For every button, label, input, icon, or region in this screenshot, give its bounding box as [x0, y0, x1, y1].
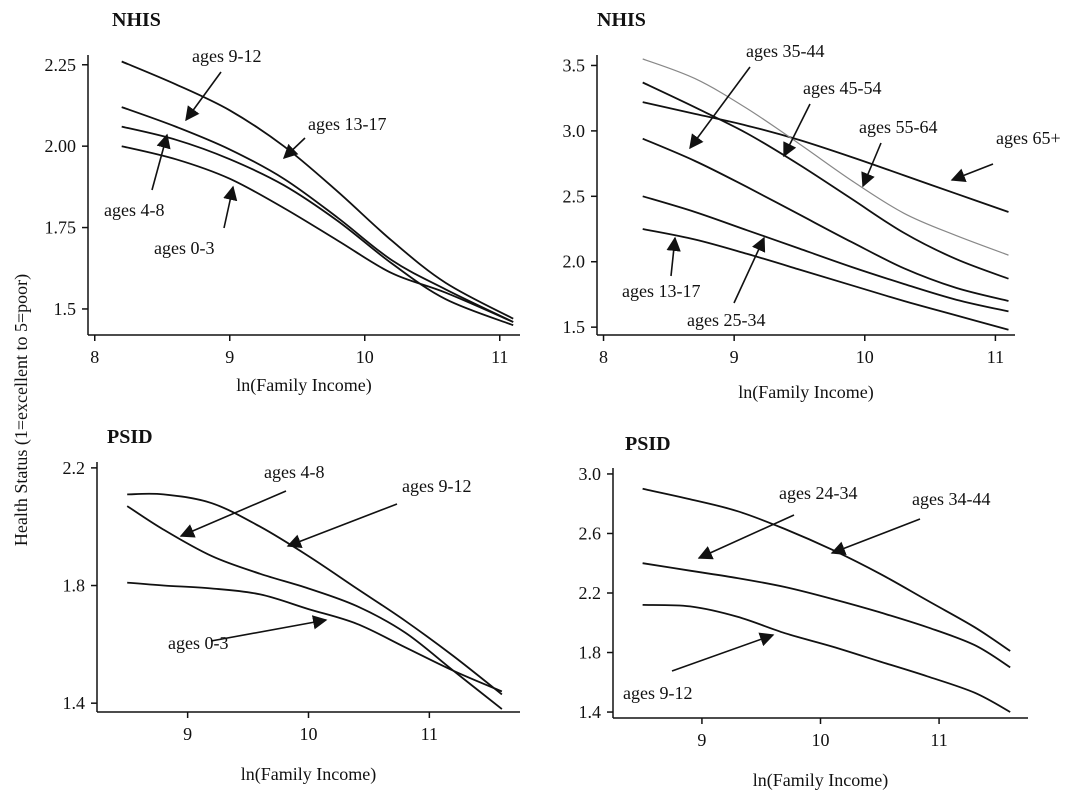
x-axis-label: ln(Family Income) — [241, 764, 376, 785]
series-line-ages-13-17 — [121, 60, 514, 320]
y-tick-label: 2.5 — [563, 186, 586, 206]
chart-panel-2: NHIS 1.5 2.0 2.5 3.0 3.5 8 9 10 11 ln(Family Incom… — [563, 9, 1061, 403]
annotation-arrow — [950, 163, 994, 182]
panel-title: NHIS — [112, 9, 161, 31]
series-line-ages-13-17 — [642, 228, 1009, 331]
y-tick-label: 2.00 — [45, 136, 77, 156]
annotation-arrow — [282, 137, 306, 159]
annotation-label: ages 55-64 — [859, 117, 937, 137]
y-tick-label: 1.8 — [63, 576, 86, 596]
annotation-label: ages 4-8 — [264, 462, 324, 482]
x-tick-label: 10 — [812, 730, 830, 750]
series-line-ages-9-12 — [127, 492, 503, 696]
chart-panel-4: PSID 1.4 1.8 2.2 2.6 3.0 9 10 11 ln(Family Income… — [579, 433, 1028, 791]
series-line-ages-25-34 — [642, 195, 1009, 313]
panel-title: NHIS — [597, 9, 646, 31]
x-tick-label: 10 — [300, 724, 318, 744]
annotation-label: ages 9-12 — [402, 476, 471, 496]
series-line-ages-55-64 — [642, 58, 1009, 256]
chart-panel-3: PSID 1.4 1.8 2.2 9 10 11 ln(Family Income) ages … — [63, 426, 520, 785]
annotation-arrow — [185, 71, 222, 122]
series-line-ages-45-54 — [642, 81, 1009, 280]
x-tick-label: 9 — [225, 347, 234, 367]
annotation-label: ages 35-44 — [746, 41, 824, 61]
annotation-arrow — [783, 103, 811, 158]
annotation-arrow — [179, 490, 287, 538]
y-tick-label: 1.75 — [45, 218, 77, 238]
annotation-arrow — [666, 236, 681, 277]
x-tick-label: 9 — [697, 730, 706, 750]
x-tick-label: 8 — [90, 347, 99, 367]
annotation-arrow — [151, 133, 171, 191]
x-tick-label: 10 — [356, 347, 374, 367]
y-tick-label: 2.2 — [63, 458, 86, 478]
panel-title: PSID — [107, 426, 153, 448]
y-tick-label: 3.0 — [563, 121, 586, 141]
y-tick-label: 2.2 — [579, 583, 602, 603]
annotation-arrow — [210, 615, 328, 642]
annotation-arrow — [223, 185, 238, 229]
x-tick-label: 11 — [421, 724, 438, 744]
annotation-arrow — [689, 66, 751, 150]
annotation-arrow — [830, 518, 921, 556]
series-line-ages-9-12 — [642, 604, 1011, 713]
x-axis-label: ln(Family Income) — [738, 382, 873, 403]
annotation-label: ages 24-34 — [779, 483, 857, 503]
series-line-ages-4-8 — [121, 125, 514, 327]
x-tick-label: 11 — [987, 347, 1004, 367]
x-tick-label: 11 — [930, 730, 947, 750]
series-line-ages-24-34 — [642, 562, 1011, 669]
panel-title: PSID — [625, 433, 671, 455]
y-tick-label: 2.6 — [579, 523, 602, 543]
figure-ylabel: Health Status (1=excellent to 5=poor) — [11, 274, 32, 546]
y-tick-label: 1.4 — [579, 702, 602, 722]
x-tick-label: 10 — [856, 347, 874, 367]
annotation-arrow — [861, 142, 882, 188]
annotation-label: ages 0-3 — [154, 238, 214, 258]
y-tick-label: 2.0 — [563, 252, 586, 272]
x-axis-label: ln(Family Income) — [753, 770, 888, 791]
annotation-label: ages 25-34 — [687, 310, 765, 330]
y-tick-label: 1.5 — [54, 299, 77, 319]
annotation-label: ages 13-17 — [308, 114, 386, 134]
annotation-label: ages 9-12 — [192, 46, 261, 66]
y-tick-label: 1.4 — [63, 693, 86, 713]
y-tick-label: 2.25 — [45, 55, 77, 75]
annotation-arrow — [733, 236, 766, 304]
annotation-arrow — [286, 503, 398, 549]
x-axis-label: ln(Family Income) — [236, 375, 371, 396]
series-line-ages-4-8 — [126, 505, 503, 710]
annotation-arrow — [697, 514, 795, 560]
x-tick-label: 8 — [599, 347, 608, 367]
series-line-ages-9-12 — [121, 106, 514, 323]
y-tick-label: 3.0 — [579, 464, 602, 484]
series-line-ages-35-44 — [642, 137, 1009, 302]
y-tick-label: 1.5 — [563, 317, 586, 337]
y-tick-label: 3.5 — [563, 55, 586, 75]
annotation-label: ages 45-54 — [803, 78, 881, 98]
chart-panel-1: NHIS 1.5 1.75 2.00 2.25 8 9 10 11 ln(Family Incom… — [45, 9, 520, 396]
series-line-ages-0-3 — [121, 145, 514, 323]
series-line-ages-34-44 — [642, 487, 1011, 652]
annotation-label: ages 13-17 — [622, 281, 700, 301]
annotation-label: ages 34-44 — [912, 489, 990, 509]
series-line-ages-65- — [642, 101, 1009, 213]
annotation-label: ages 9-12 — [623, 683, 692, 703]
annotation-label: ages 4-8 — [104, 200, 164, 220]
series-line-ages-0-3 — [127, 581, 503, 693]
annotation-label: ages 0-3 — [168, 633, 228, 653]
annotation-label: ages 65+ — [996, 128, 1061, 148]
annotation-arrow — [671, 632, 775, 672]
y-tick-label: 1.8 — [579, 643, 602, 663]
x-tick-label: 9 — [730, 347, 739, 367]
x-tick-label: 11 — [491, 347, 508, 367]
x-tick-label: 9 — [183, 724, 192, 744]
